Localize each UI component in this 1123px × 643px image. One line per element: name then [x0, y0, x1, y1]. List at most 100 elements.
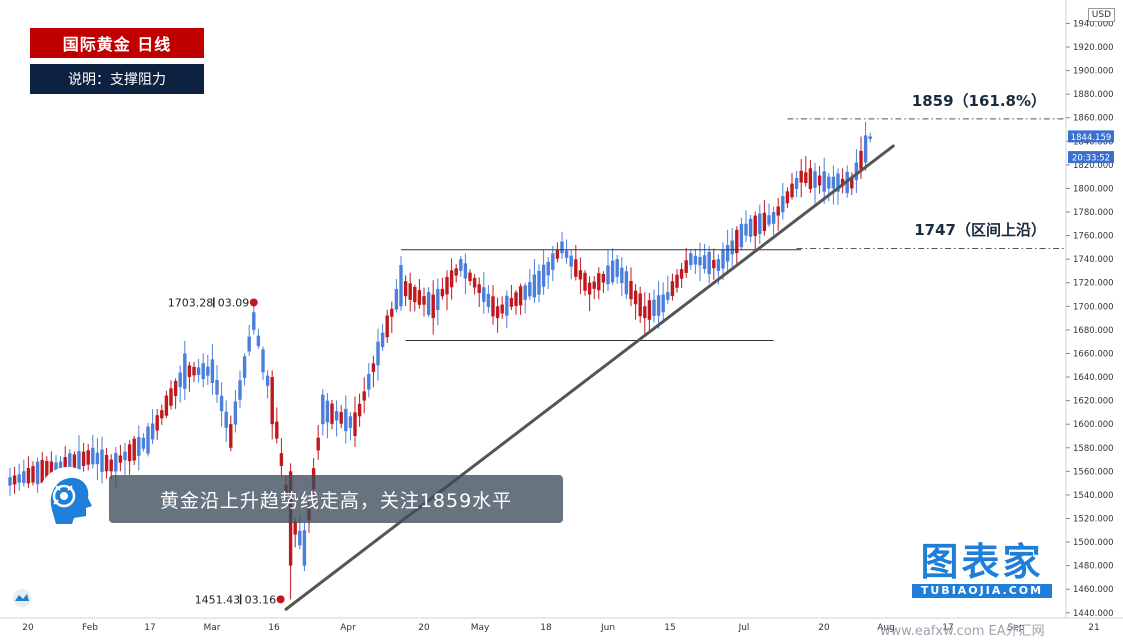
candle-body [330, 403, 334, 424]
y-tick-label: 1820.000 [1073, 161, 1114, 171]
candle-body [17, 474, 21, 483]
y-tick-label: 1580.000 [1073, 444, 1114, 454]
candle-body [528, 282, 532, 297]
candle-body [325, 400, 330, 423]
price-badge-label: 20:33:52 [1072, 154, 1110, 164]
candle-body [661, 294, 665, 313]
candle-body [827, 176, 831, 189]
candle-body [164, 395, 169, 416]
candle-body [371, 363, 376, 372]
candle-body [445, 276, 449, 295]
candle-body [362, 391, 366, 401]
candle-body [380, 332, 385, 348]
y-tick-label: 1600.000 [1073, 420, 1114, 430]
candle-body [26, 468, 31, 484]
candle-body [426, 291, 431, 315]
candle-body [127, 444, 132, 462]
candle-body [265, 375, 270, 386]
candle-body [54, 462, 58, 473]
candle-body [725, 244, 730, 262]
candle-body [302, 530, 307, 566]
candle-body [81, 451, 86, 466]
candle-body [367, 373, 371, 390]
candle-body [298, 530, 302, 546]
candle-body [767, 215, 771, 225]
candle-body [679, 269, 684, 279]
candle-body [12, 475, 17, 485]
candle-body [436, 288, 440, 310]
candle-body [781, 196, 785, 213]
candle-body [413, 286, 417, 303]
candle-body [394, 288, 399, 310]
candle-body [505, 295, 509, 316]
candle-body [633, 290, 638, 305]
candle-body [712, 259, 716, 269]
candle-body [689, 253, 693, 266]
candle-body [417, 290, 422, 305]
candle-body [583, 272, 587, 291]
y-tick-label: 1540.000 [1073, 491, 1114, 501]
y-tick-label: 1920.000 [1073, 43, 1114, 53]
candle-body [353, 412, 357, 436]
candle-body [229, 424, 233, 448]
candle-body [836, 173, 840, 192]
candle-body [344, 408, 348, 432]
candle-body [242, 356, 247, 378]
candle-body [716, 259, 721, 271]
candle-body [206, 366, 210, 376]
candle-body [72, 454, 77, 469]
candle-body [776, 206, 780, 216]
candle-body [523, 285, 527, 300]
x-tick-label: Jun [600, 623, 615, 633]
candle-body [49, 461, 54, 476]
candle-body [132, 438, 136, 461]
candle-body [104, 454, 109, 472]
candle-body [40, 460, 44, 483]
candle-body [850, 176, 854, 189]
uptrend-line [284, 144, 895, 611]
chart-description: 说明：支撑阻力 [30, 64, 204, 94]
candle-body [270, 377, 274, 425]
robot-head-icon [39, 467, 97, 525]
y-tick-label: 1500.000 [1073, 538, 1114, 548]
currency-label[interactable]: USD [1087, 8, 1115, 22]
candle-body [385, 315, 389, 338]
plot-area [0, 4, 1066, 618]
candle-body [698, 256, 702, 266]
x-tick-label: Jul [738, 623, 750, 633]
candle-body [155, 415, 159, 431]
candle-body [744, 223, 748, 236]
price-badge-label: 1844.159 [1071, 133, 1112, 143]
y-tick-label: 1760.000 [1073, 232, 1114, 242]
candle-body [592, 281, 596, 289]
mountain-icon [15, 594, 29, 601]
x-tick-label: Mar [204, 623, 221, 633]
candle-body [376, 341, 380, 366]
candle-body [495, 306, 500, 319]
candle-body [459, 259, 463, 271]
x-tick-label: Feb [82, 623, 98, 633]
y-tick-label: 1860.000 [1073, 114, 1114, 124]
logo-main-text: 图表家 [920, 540, 1044, 584]
candle-body [321, 394, 325, 425]
candle-body [109, 459, 113, 472]
candle-body [629, 281, 633, 300]
y-tick-label: 1480.000 [1073, 562, 1114, 572]
y-tick-label: 1720.000 [1073, 279, 1114, 289]
x-tick-label: Sep [1008, 623, 1025, 633]
candle-body [817, 175, 822, 186]
candle-body [813, 171, 817, 188]
x-tick-label: Aug [877, 623, 895, 633]
candle-body [758, 213, 762, 235]
annotation-high-date: 03.09 [218, 296, 250, 309]
candle-body [256, 335, 261, 347]
candle-body [601, 274, 606, 283]
y-tick-label: 1560.000 [1073, 467, 1114, 477]
candle-body [643, 306, 647, 319]
candle-body [440, 288, 445, 297]
candle-body [454, 268, 458, 276]
y-tick-label: 1740.000 [1073, 255, 1114, 265]
candle-body [357, 403, 362, 417]
y-tick-label: 1460.000 [1073, 585, 1114, 595]
candle-body [146, 426, 150, 454]
